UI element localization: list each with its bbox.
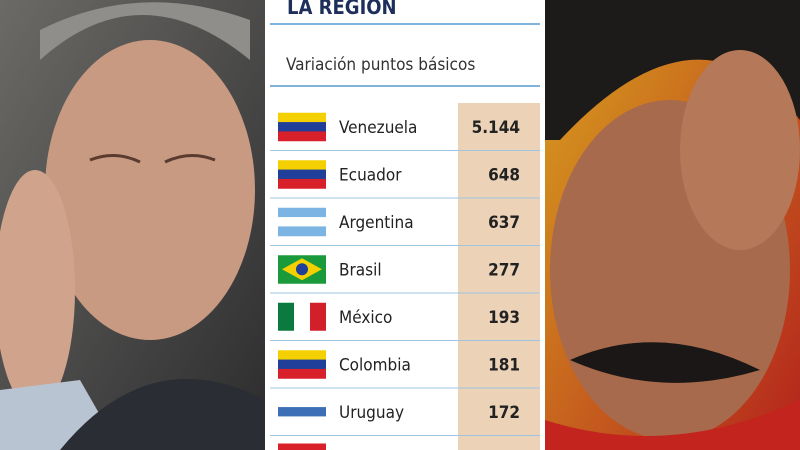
flag-stripe <box>278 407 326 417</box>
flag-stripe <box>278 443 326 450</box>
flag-stripe <box>294 302 310 331</box>
title: LA REGIÓN <box>287 0 397 19</box>
country-name: Uruguay <box>339 403 404 423</box>
flag <box>278 207 326 237</box>
flag <box>278 302 326 331</box>
flag-stripe <box>310 302 326 331</box>
value: 5.144 <box>472 118 520 138</box>
flag-stripe <box>278 368 326 379</box>
country-name: Venezuela <box>339 118 417 138</box>
value: 172 <box>488 403 520 423</box>
left-photo <box>0 0 265 450</box>
flag-stripe <box>278 112 326 123</box>
flag <box>278 112 326 142</box>
country-name: Argentina <box>339 213 414 233</box>
flag-stripe <box>278 350 326 361</box>
value-column <box>458 103 540 450</box>
flag-stripe <box>278 217 326 227</box>
flag-stripe <box>278 416 326 427</box>
right-photo <box>545 0 800 450</box>
value: 181 <box>488 355 520 375</box>
country-name: Ecuador <box>339 165 402 185</box>
flag-stripe <box>278 131 326 142</box>
flag-stripe <box>278 226 326 237</box>
flag-stripe <box>278 169 326 180</box>
flag-stripe <box>278 178 326 189</box>
flag <box>278 160 326 189</box>
flag-stripe <box>278 160 326 171</box>
flag-stripe <box>278 302 294 331</box>
subtitle: Variación puntos básicos <box>286 55 475 75</box>
country-name: Brasil <box>339 260 382 280</box>
value: 637 <box>488 213 520 233</box>
country-name: México <box>339 308 392 328</box>
flag <box>278 255 326 284</box>
flag-stripe <box>278 359 326 370</box>
flag <box>278 397 326 427</box>
flag-stripe <box>278 397 326 408</box>
flag-stripe <box>278 207 326 218</box>
rows: Venezuela 5.144 Ecuador 648 Argentina 637 Bras… <box>270 103 540 450</box>
flag <box>278 350 326 379</box>
value: 277 <box>488 260 520 280</box>
flag-globe <box>296 263 308 276</box>
value: 193 <box>488 308 520 328</box>
country-name: Colombia <box>339 355 411 375</box>
flag-stripe <box>278 122 326 132</box>
value: 648 <box>488 165 520 185</box>
